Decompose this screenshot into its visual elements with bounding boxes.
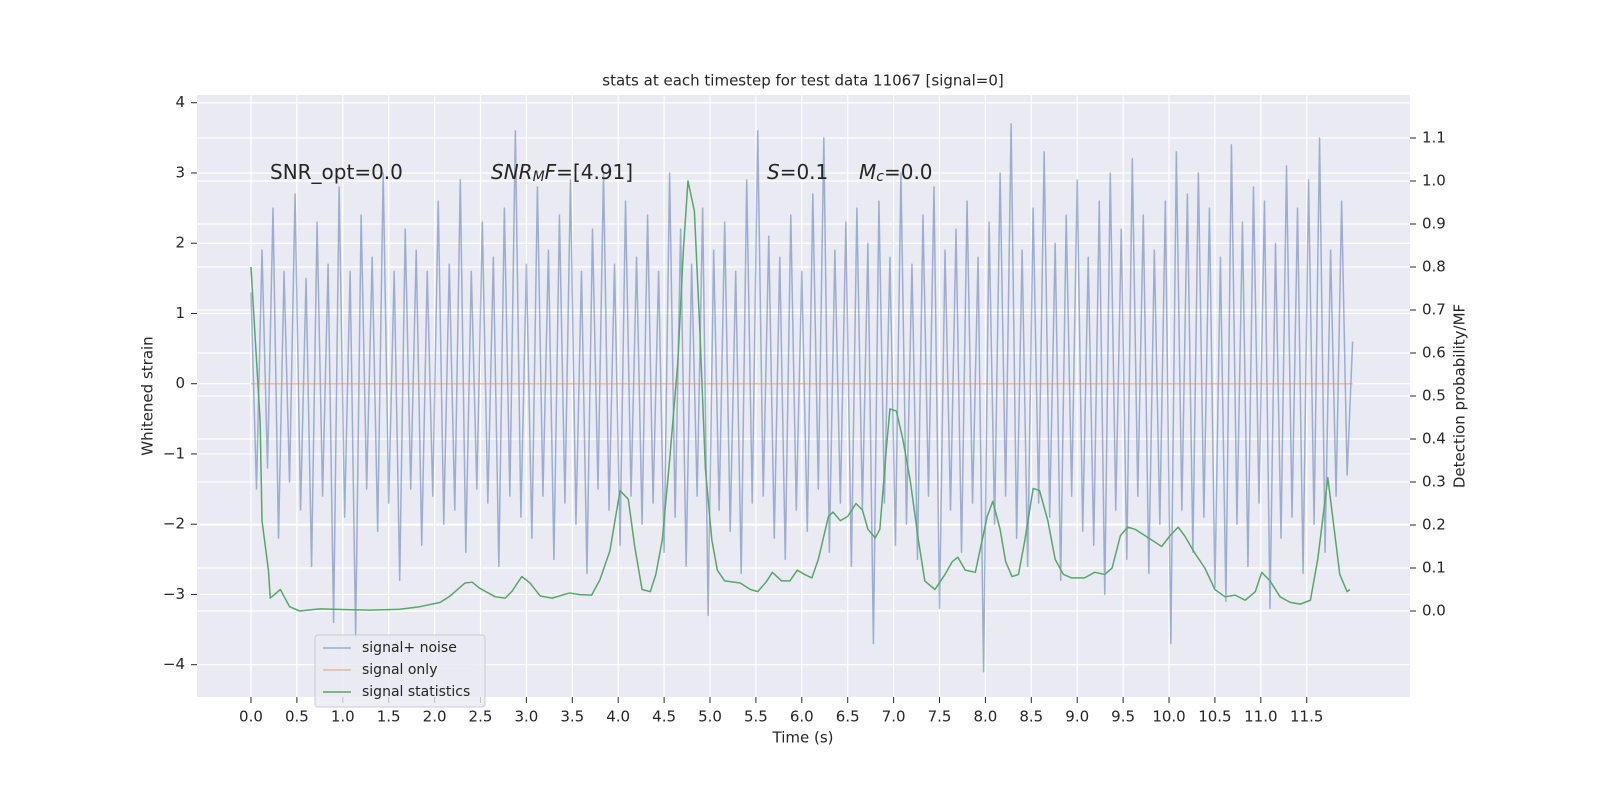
- x-tick-label: 6.0: [790, 708, 814, 726]
- y2-axis-label: Detection probability/MF: [1451, 304, 1469, 488]
- x-tick-label: 8.0: [973, 708, 997, 726]
- y2-tick-label: 1.1: [1422, 129, 1446, 147]
- annotation-part: F: [545, 160, 557, 184]
- annotation-part: =0.0: [884, 160, 933, 184]
- legend-label: signal statistics: [362, 684, 470, 700]
- y-tick-label: −3: [163, 585, 185, 603]
- annotation: S=0.1: [767, 160, 828, 184]
- x-tick-label: 10.5: [1198, 708, 1231, 726]
- y2-tick-label: 0.1: [1422, 559, 1446, 577]
- annotation-part: =[4.91]: [556, 160, 633, 184]
- y2-tick-label: 0.6: [1422, 344, 1446, 362]
- series-line: [250, 123, 1354, 673]
- labels: 0.0 0.5 1.0 1.5 2.0 2.5 3.0 3.5 4.0 4.5 5.0 5.5 6.0 6…: [163, 93, 1446, 725]
- y2-tick-label: 0.9: [1422, 215, 1446, 233]
- y-tick-label: −4: [163, 655, 185, 673]
- x-tick-label: 1.5: [377, 708, 401, 726]
- y2-tick-label: 0.3: [1422, 473, 1446, 491]
- x-tick-label: 0.5: [285, 708, 309, 726]
- legend-label: signal only: [362, 662, 437, 678]
- x-tick-label: 7.5: [928, 708, 952, 726]
- x-tick-label: 2.0: [423, 708, 447, 726]
- y2-tick-label: 0.2: [1422, 516, 1446, 534]
- y2-tick-label: 0.5: [1422, 387, 1446, 405]
- chart-title: stats at each timestep for test data 110…: [602, 72, 1003, 90]
- legend-box: [314, 634, 486, 708]
- annotation-part: M: [533, 169, 545, 185]
- series-line: [250, 180, 1351, 612]
- annotation-part: SNR_opt=0.0: [270, 160, 403, 184]
- x-tick-label: 2.5: [469, 708, 493, 726]
- x-axis-label: Time (s): [772, 729, 834, 747]
- y-tick-label: 1: [175, 304, 185, 322]
- y-axis-label: Whitened strain: [139, 336, 157, 455]
- legend: signal+ noise signal only signal statistic…: [314, 634, 486, 708]
- x-tick-label: 8.5: [1019, 708, 1043, 726]
- annotation-part: S: [767, 160, 780, 184]
- x-tick-label: 11.0: [1244, 708, 1277, 726]
- x-tick-label: 4.0: [606, 708, 630, 726]
- y2-tick-label: 0.8: [1422, 258, 1446, 276]
- y-tick-label: 4: [175, 93, 185, 111]
- x-tick-label: 11.5: [1290, 708, 1323, 726]
- annotation-part: M: [859, 160, 876, 184]
- x-tick-label: 0.0: [239, 708, 263, 726]
- y-tick-label: 3: [175, 163, 185, 181]
- y2-tick-label: 0.7: [1422, 301, 1446, 319]
- y2-tick-label: 1.0: [1422, 172, 1446, 190]
- y-tick-label: 0: [175, 374, 185, 392]
- x-tick-label: 7.0: [882, 708, 906, 726]
- x-tick-label: 6.5: [836, 708, 860, 726]
- y2-tick-label: 0.0: [1422, 602, 1446, 620]
- annotation: SNR_opt=0.0: [270, 160, 403, 184]
- x-tick-label: 5.5: [744, 708, 768, 726]
- x-tick-label: 9.5: [1111, 708, 1135, 726]
- marks: [250, 123, 1354, 673]
- annotation-part: c: [876, 169, 884, 185]
- y2-tick-label: 0.4: [1422, 430, 1446, 448]
- annotation-part: SNR: [491, 160, 533, 184]
- x-tick-label: 3.5: [560, 708, 584, 726]
- annotation-part: =0.1: [780, 160, 829, 184]
- x-tick-label: 1.0: [331, 708, 355, 726]
- annotation: SNRMF=[4.91]: [491, 160, 633, 185]
- x-tick-label: 5.0: [698, 708, 722, 726]
- legend-label: signal+ noise: [362, 640, 457, 656]
- x-tick-label: 3.0: [514, 708, 538, 726]
- y-tick-label: −1: [163, 444, 185, 462]
- y-tick-label: 2: [175, 234, 185, 252]
- x-tick-label: 10.0: [1152, 708, 1185, 726]
- x-tick-label: 4.5: [652, 708, 676, 726]
- y-tick-label: −2: [163, 515, 185, 533]
- x-tick-label: 9.0: [1065, 708, 1089, 726]
- annotation: Mc=0.0: [859, 160, 933, 185]
